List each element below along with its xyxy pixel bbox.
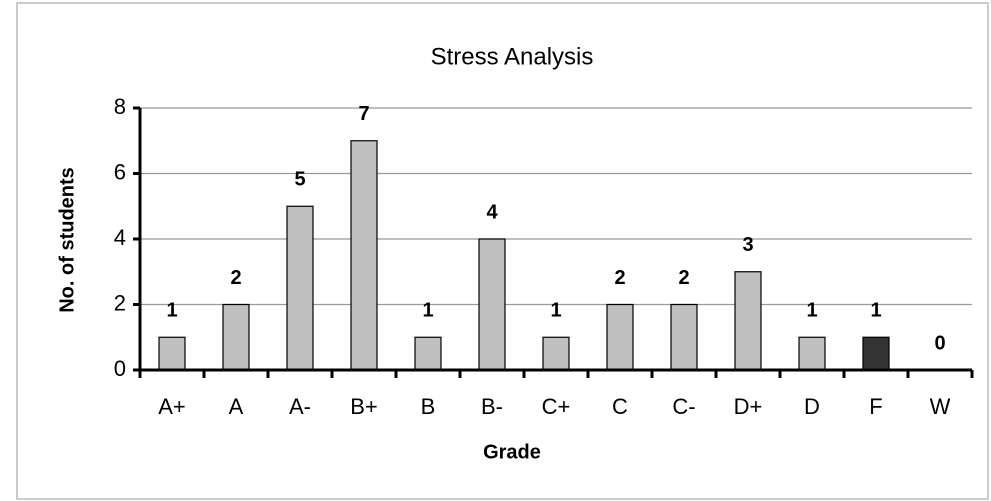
- data-label: 1: [550, 300, 561, 322]
- data-label: 4: [486, 201, 498, 223]
- bar: [606, 303, 634, 371]
- data-label: 1: [806, 300, 817, 322]
- x-tick-label: D+: [734, 394, 763, 419]
- data-label: 0: [934, 332, 945, 354]
- y-tick-label: 8: [114, 94, 126, 119]
- data-label: 2: [230, 267, 241, 289]
- x-tick-label: W: [930, 394, 951, 419]
- x-axis-title: Grade: [483, 441, 541, 463]
- x-tick-label: A+: [158, 394, 186, 419]
- bar: [414, 336, 442, 371]
- bar: [798, 336, 826, 371]
- bar: [862, 336, 890, 371]
- x-tick-label: D: [804, 394, 820, 419]
- x-tick-label: A: [229, 394, 244, 419]
- bar: [478, 238, 506, 371]
- data-label: 1: [166, 300, 177, 322]
- y-tick-label: 4: [114, 225, 126, 250]
- data-label: 7: [358, 103, 369, 125]
- data-label: 1: [870, 300, 881, 322]
- x-tick-label: A-: [289, 394, 311, 419]
- x-tick-label: C: [612, 394, 628, 419]
- x-tick-label: F: [869, 394, 882, 419]
- data-label: 2: [678, 267, 689, 289]
- data-label: 3: [742, 234, 753, 256]
- bar: [222, 303, 250, 371]
- bar: [158, 336, 186, 371]
- bar: [286, 205, 314, 371]
- x-tick-label: C+: [542, 394, 571, 419]
- bar: [670, 303, 698, 371]
- data-label: 1: [422, 300, 433, 322]
- x-tick-label: C-: [672, 394, 695, 419]
- data-label: 2: [614, 267, 625, 289]
- bar: [350, 140, 378, 371]
- y-tick-label: 0: [114, 356, 126, 381]
- x-tick-label: B-: [481, 394, 503, 419]
- bar: [542, 336, 570, 371]
- chart-title: Stress Analysis: [431, 43, 594, 70]
- data-label: 5: [294, 169, 305, 191]
- bar: [734, 271, 762, 371]
- x-tick-label: B: [421, 394, 436, 419]
- y-axis-title: No. of students: [56, 167, 78, 313]
- y-tick-label: 2: [114, 290, 126, 315]
- x-tick-label: B+: [350, 394, 378, 419]
- y-tick-label: 6: [114, 159, 126, 184]
